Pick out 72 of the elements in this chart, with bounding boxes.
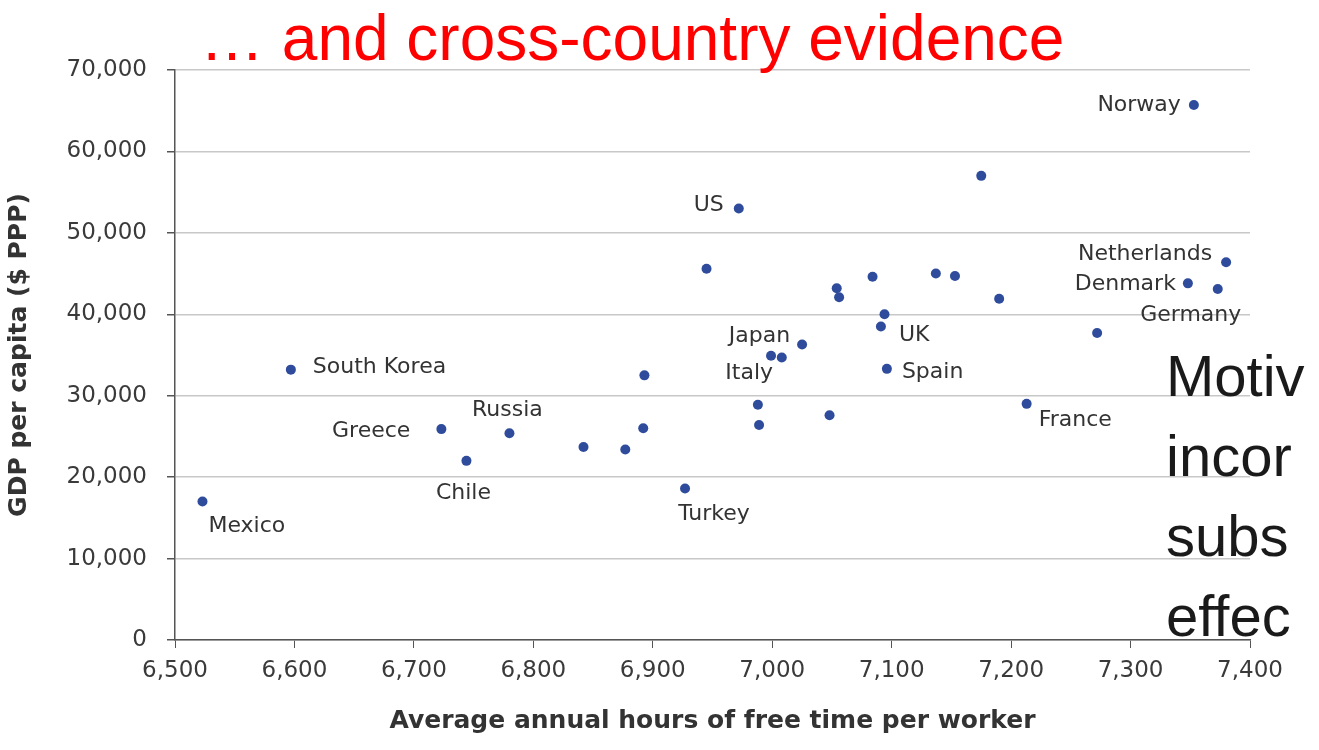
point xyxy=(930,268,941,279)
annotation: South Korea xyxy=(312,353,447,379)
point xyxy=(976,170,987,181)
y-tick-label: 70,000 xyxy=(66,54,147,81)
point xyxy=(436,424,447,435)
y-tick-label: 30,000 xyxy=(66,380,147,407)
point xyxy=(949,271,960,282)
point xyxy=(620,444,631,455)
point xyxy=(504,428,515,439)
annotation: France xyxy=(1038,405,1112,431)
annotation: Italy xyxy=(725,358,774,384)
point xyxy=(1188,100,1199,111)
point xyxy=(831,283,842,294)
x-tick-label: 6,600 xyxy=(261,655,328,682)
point xyxy=(680,483,691,494)
annotation: Japan xyxy=(726,322,791,348)
x-tick-label: 7,000 xyxy=(739,655,806,682)
annotation: Germany xyxy=(1140,300,1242,326)
annotation: Turkey xyxy=(677,500,750,526)
y-tick-label: 10,000 xyxy=(66,543,147,570)
point xyxy=(752,399,763,410)
point xyxy=(461,455,472,466)
x-tick-label: 7,100 xyxy=(858,655,925,682)
y-axis-title: GDP per capita ($ PPP) xyxy=(2,193,32,517)
point xyxy=(701,263,712,274)
annotation: Denmark xyxy=(1074,270,1177,296)
y-tick-label: 40,000 xyxy=(66,299,147,326)
point xyxy=(875,321,886,332)
y-tick-label: 60,000 xyxy=(66,136,147,163)
annotation: US xyxy=(693,191,724,217)
point xyxy=(881,363,892,374)
point xyxy=(1212,284,1223,295)
x-tick-label: 6,800 xyxy=(500,655,567,682)
point xyxy=(776,352,787,363)
annotation: Netherlands xyxy=(1078,239,1213,265)
annotation: Mexico xyxy=(208,512,286,538)
y-tick-label: 50,000 xyxy=(66,217,147,244)
x-tick-label: 7,300 xyxy=(1097,655,1164,682)
point xyxy=(285,364,296,375)
annotation: Greece xyxy=(332,416,411,442)
point xyxy=(834,292,845,303)
annotation: Russia xyxy=(472,395,543,421)
point xyxy=(994,293,1005,304)
annotation: Motiv incor subs effec xyxy=(1166,342,1305,650)
y-tick-label: 20,000 xyxy=(66,462,147,489)
point xyxy=(824,410,835,421)
y-tick-label: 0 xyxy=(132,624,147,651)
point xyxy=(867,271,878,282)
x-tick-label: 7,200 xyxy=(978,655,1045,682)
annotation: UK xyxy=(898,321,931,347)
point xyxy=(879,309,890,320)
point xyxy=(197,496,208,507)
x-axis-title: Average annual hours of free time per worker xyxy=(389,704,1037,734)
chart-title: … and cross-country evidence xyxy=(200,2,1065,74)
x-tick-label: 6,500 xyxy=(142,655,208,682)
point xyxy=(639,370,650,381)
point xyxy=(797,339,808,350)
annotation: Spain xyxy=(901,357,964,383)
point xyxy=(1221,257,1232,268)
point xyxy=(754,420,765,431)
annotation: Norway xyxy=(1097,90,1181,116)
point xyxy=(1092,328,1103,339)
point xyxy=(638,423,649,434)
x-tick-label: 6,700 xyxy=(380,655,447,682)
annotation: Chile xyxy=(435,478,491,504)
point xyxy=(578,442,589,453)
point xyxy=(733,203,744,214)
point xyxy=(766,350,777,361)
point xyxy=(1021,398,1032,409)
x-tick-label: 6,900 xyxy=(619,655,686,682)
point xyxy=(1182,278,1193,289)
x-tick-label: 7,400 xyxy=(1217,655,1283,682)
